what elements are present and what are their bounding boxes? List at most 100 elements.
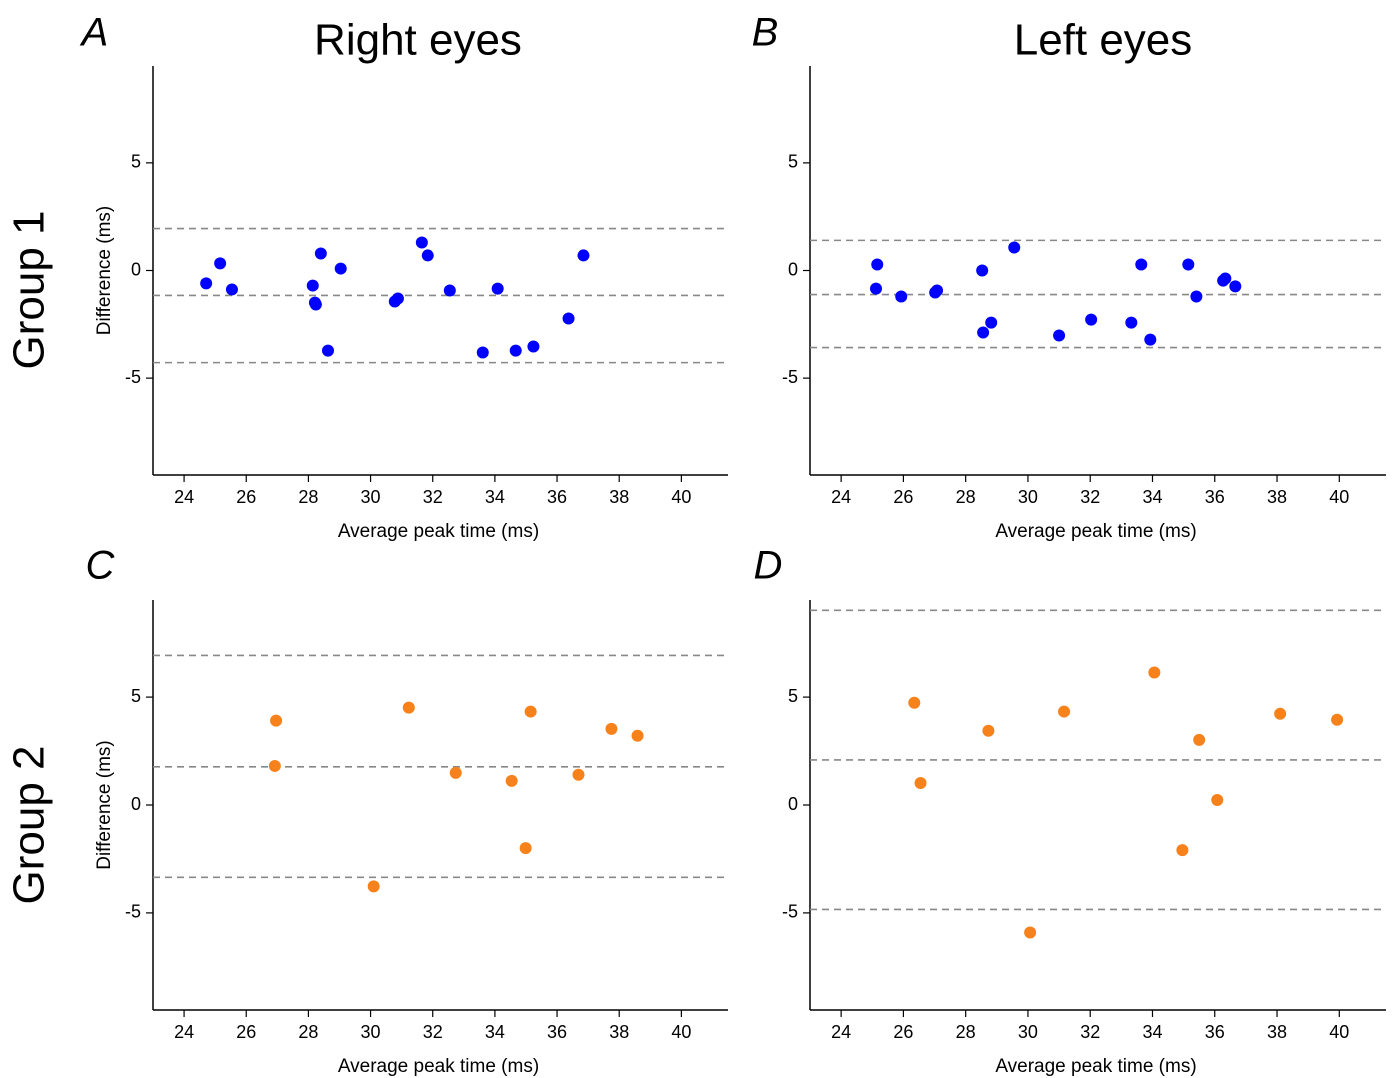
y-tick-label: -5 — [125, 367, 141, 387]
data-point — [976, 264, 989, 277]
x-tick-label: 38 — [1267, 487, 1287, 507]
x-tick-label: 34 — [1142, 487, 1162, 507]
x-tick-label: 26 — [236, 1022, 256, 1042]
x-tick-label: 24 — [831, 1022, 851, 1042]
x-axis-label: Average peak time (ms) — [338, 1056, 539, 1077]
data-point — [476, 346, 489, 359]
x-tick-label: 36 — [1205, 487, 1225, 507]
data-point — [1058, 705, 1071, 718]
x-tick-label: 32 — [1080, 1022, 1100, 1042]
data-point — [871, 258, 884, 271]
data-point — [1331, 713, 1344, 726]
data-point — [334, 262, 347, 275]
y-tick-label: 5 — [131, 686, 141, 706]
y-axis-label: Difference (ms) — [94, 206, 115, 336]
x-tick-label: 40 — [671, 1022, 691, 1042]
data-point — [572, 768, 585, 781]
data-point — [443, 284, 456, 297]
panel-letter: A — [80, 11, 109, 55]
x-tick-label: 30 — [1018, 487, 1038, 507]
y-tick-label: -5 — [125, 902, 141, 922]
data-point — [908, 696, 921, 709]
data-point — [524, 705, 537, 718]
panel-letter: B — [752, 11, 779, 55]
x-tick-label: 24 — [831, 487, 851, 507]
data-point — [1135, 258, 1148, 271]
data-point — [449, 766, 462, 779]
y-tick-label: 0 — [131, 259, 141, 279]
x-tick-label: 34 — [485, 1022, 505, 1042]
data-point — [577, 249, 590, 262]
panel-letter: C — [86, 544, 116, 588]
data-point — [519, 842, 532, 855]
data-point — [268, 759, 281, 772]
data-point — [931, 284, 944, 297]
data-point — [1053, 329, 1066, 342]
y-tick-label: 5 — [788, 152, 798, 172]
x-tick-label: 28 — [298, 487, 318, 507]
data-point — [1219, 272, 1232, 285]
data-point — [505, 774, 518, 787]
data-point — [1182, 258, 1195, 271]
data-point — [306, 279, 319, 292]
x-tick-label: 24 — [174, 1022, 194, 1042]
data-point — [1193, 733, 1206, 746]
data-point — [225, 283, 238, 296]
data-point — [270, 714, 283, 727]
data-point — [309, 298, 322, 311]
x-tick-label: 36 — [547, 487, 567, 507]
data-point — [491, 282, 504, 295]
data-point — [314, 247, 327, 260]
x-tick-label: 40 — [1329, 487, 1349, 507]
data-point — [321, 344, 334, 357]
x-tick-label: 28 — [298, 1022, 318, 1042]
column-title: Left eyes — [1014, 16, 1193, 65]
data-point — [421, 249, 434, 262]
x-tick-label: 38 — [609, 487, 629, 507]
data-point — [402, 701, 415, 714]
x-tick-label: 36 — [1205, 1022, 1225, 1042]
data-point — [1211, 794, 1224, 807]
data-point — [977, 326, 990, 339]
data-point — [631, 729, 644, 742]
x-tick-label: 38 — [609, 1022, 629, 1042]
data-point — [1148, 666, 1161, 679]
x-tick-label: 28 — [956, 1022, 976, 1042]
data-point — [562, 312, 575, 325]
data-point — [895, 290, 908, 303]
x-axis-label: Average peak time (ms) — [338, 521, 539, 542]
x-tick-label: 34 — [1142, 1022, 1162, 1042]
data-point — [982, 724, 995, 737]
x-tick-label: 34 — [485, 487, 505, 507]
x-tick-label: 30 — [361, 487, 381, 507]
x-axis-label: Average peak time (ms) — [995, 521, 1196, 542]
y-tick-label: 0 — [788, 794, 798, 814]
data-point — [1190, 290, 1203, 303]
x-tick-label: 30 — [1018, 1022, 1038, 1042]
x-tick-label: 30 — [361, 1022, 381, 1042]
data-point — [200, 277, 213, 290]
data-point — [1085, 313, 1098, 326]
data-point — [1008, 241, 1021, 254]
data-point — [1229, 280, 1242, 293]
x-tick-label: 36 — [547, 1022, 567, 1042]
data-point — [391, 292, 404, 305]
data-point — [367, 880, 380, 893]
x-tick-label: 26 — [236, 487, 256, 507]
y-tick-label: 5 — [788, 686, 798, 706]
data-point — [870, 282, 883, 295]
data-point — [985, 316, 998, 329]
y-axis-label: Difference (ms) — [94, 740, 115, 870]
data-point — [527, 340, 540, 353]
data-point — [605, 722, 618, 735]
y-tick-label: -5 — [782, 367, 798, 387]
x-tick-label: 28 — [956, 487, 976, 507]
data-point — [1274, 707, 1287, 720]
x-tick-label: 38 — [1267, 1022, 1287, 1042]
x-tick-label: 32 — [423, 487, 443, 507]
data-point — [1125, 316, 1138, 329]
row-title: Group 2 — [5, 746, 54, 905]
column-title: Right eyes — [314, 16, 522, 65]
x-tick-label: 26 — [893, 487, 913, 507]
